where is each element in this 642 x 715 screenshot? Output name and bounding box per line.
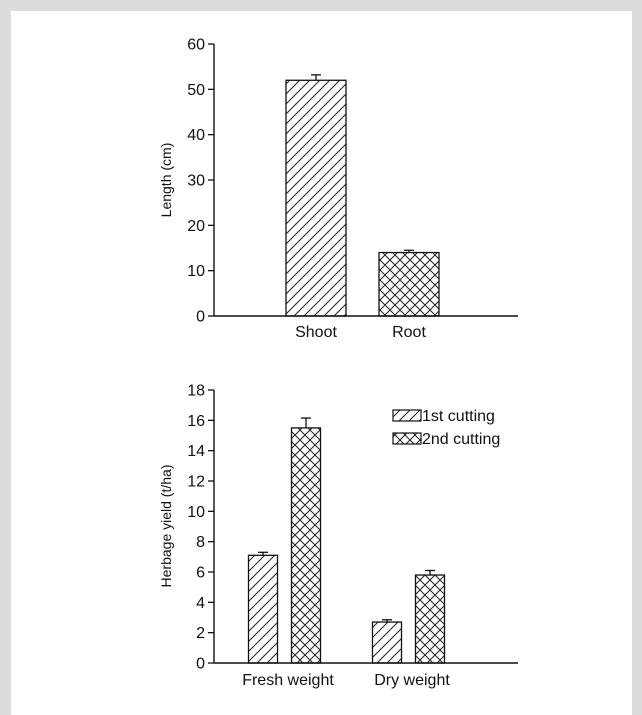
x-label-dry-weight: Dry weight bbox=[374, 672, 450, 689]
length-chart-x-labels: Shoot Root bbox=[295, 324, 426, 341]
legend-swatch-1st-cutting bbox=[392, 409, 422, 422]
bar-fresh-weight-2nd-cutting bbox=[290, 427, 322, 664]
length-chart-bars bbox=[285, 74, 440, 317]
herbage-chart-y-tick-label: 6 bbox=[196, 565, 205, 582]
length-chart-y-tick-label: 60 bbox=[187, 37, 205, 54]
bar-root bbox=[378, 251, 440, 317]
length-chart-y-tick-label: 20 bbox=[187, 218, 205, 235]
herbage-chart-y-tick-label: 12 bbox=[187, 474, 205, 491]
herbage-chart-y-tick-label: 8 bbox=[196, 534, 205, 551]
length-chart-y-tick-label: 0 bbox=[196, 309, 205, 326]
legend-swatch-2nd-cutting bbox=[392, 432, 422, 445]
legend-label-2nd-cutting: 2nd cutting bbox=[422, 431, 500, 448]
herbage-chart-legend: 1st cutting 2nd cutting bbox=[392, 408, 500, 448]
length-chart: Length (cm) 0 10 20 30 40 50 60 Shoot Root bbox=[158, 37, 518, 341]
bar-fresh-weight-1st-cutting bbox=[247, 554, 279, 664]
length-chart-y-tick-label: 30 bbox=[187, 173, 205, 190]
legend-label-1st-cutting: 1st cutting bbox=[422, 408, 495, 425]
length-chart-y-tick-label: 50 bbox=[187, 82, 205, 99]
herbage-chart-y-ticks: 0 2 4 6 8 10 12 14 16 18 bbox=[187, 383, 214, 673]
herbage-chart-y-tick-label: 0 bbox=[196, 656, 205, 673]
bar-dry-weight-1st-cutting bbox=[371, 621, 403, 664]
bar-shoot bbox=[285, 79, 347, 317]
herbage-chart-y-tick-label: 4 bbox=[196, 595, 205, 612]
length-chart-y-tick-label: 40 bbox=[187, 127, 205, 144]
herbage-chart: Herbage yield (t/ha) 0 2 4 6 8 10 12 14 16 18 Fre… bbox=[158, 383, 518, 689]
herbage-chart-y-tick-label: 18 bbox=[187, 383, 205, 400]
bar-dry-weight-2nd-cutting bbox=[414, 574, 446, 664]
herbage-chart-x-labels: Fresh weight Dry weight bbox=[242, 672, 450, 689]
herbage-chart-y-tick-label: 10 bbox=[187, 504, 205, 521]
herbage-chart-y-axis-label: Herbage yield (t/ha) bbox=[158, 465, 174, 588]
herbage-chart-bars bbox=[247, 417, 446, 664]
x-label-fresh-weight: Fresh weight bbox=[242, 672, 334, 689]
herbage-chart-y-tick-label: 14 bbox=[187, 443, 205, 460]
x-label-shoot: Shoot bbox=[295, 324, 337, 341]
length-chart-y-ticks: 0 10 20 30 40 50 60 bbox=[187, 37, 214, 326]
herbage-chart-y-tick-label: 2 bbox=[196, 625, 205, 642]
x-label-root: Root bbox=[392, 324, 426, 341]
herbage-chart-y-tick-label: 16 bbox=[187, 413, 205, 430]
length-chart-y-tick-label: 10 bbox=[187, 263, 205, 280]
length-chart-y-axis-label: Length (cm) bbox=[158, 143, 174, 218]
